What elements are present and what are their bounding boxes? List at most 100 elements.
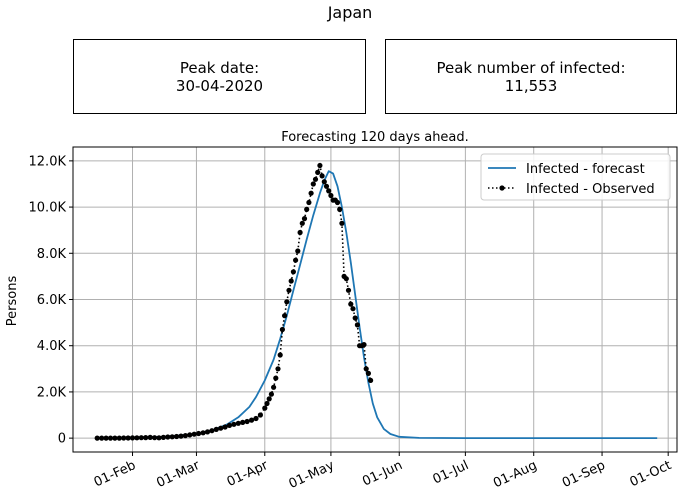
observed-point (116, 435, 122, 441)
observed-point (301, 216, 308, 222)
observed-point (279, 326, 285, 333)
observed-point (328, 192, 334, 199)
axes: 01-Feb 01-Mar 01-Apr 01-May 01-Jun 01-Jul 01-A… (29, 154, 674, 492)
observed-point (169, 434, 175, 440)
observed-point (143, 435, 149, 441)
observed-point (178, 433, 184, 439)
series-layer (94, 162, 658, 441)
observed-point (204, 429, 211, 435)
observed-point (240, 419, 246, 425)
observed-point (337, 206, 343, 212)
peak-infected-box: Peak number of infected: 11,553 (385, 39, 677, 114)
x-tick-label: 01-Aug (491, 458, 539, 491)
y-tick-label: 10.0K (29, 201, 67, 216)
observed-point (350, 306, 356, 312)
observed-point (152, 435, 158, 441)
observed-point (165, 434, 171, 440)
x-tick-label: 01-Sep (560, 458, 608, 491)
observed-point (134, 435, 140, 441)
observed-point (334, 199, 341, 206)
x-tick-label: 01-Jul (431, 458, 471, 488)
observed-point (94, 435, 100, 441)
observed-point (271, 384, 277, 390)
observed-point (249, 417, 255, 423)
legend: Infected - forecast Infected - Observed (480, 153, 671, 201)
x-tick-label: 01-Apr (225, 458, 271, 490)
observed-point (323, 183, 330, 189)
y-tick-label: 6.0K (37, 293, 67, 308)
grid-lines (73, 147, 677, 452)
observed-line (97, 162, 372, 439)
observed-point (365, 370, 371, 376)
peak-date-label: Peak date: (179, 58, 260, 77)
observed-point (312, 176, 319, 182)
observed-point (160, 434, 166, 440)
observed-point (352, 315, 358, 321)
observed-point (187, 432, 193, 438)
legend-forecast-label: Infected - forecast (526, 162, 645, 177)
observed-point (121, 435, 127, 441)
observed-point (147, 434, 153, 440)
observed-point (363, 366, 369, 372)
legend-observed-marker (499, 185, 505, 191)
observed-point (209, 428, 215, 434)
legend-observed-label: Infected - Observed (526, 182, 655, 197)
observed-point (361, 342, 367, 348)
chart-title: Forecasting 120 days ahead. (281, 130, 469, 145)
observed-point (125, 435, 131, 441)
observed-point (315, 169, 321, 175)
observed-point (299, 220, 305, 226)
observed-point (282, 313, 288, 319)
observed-point (107, 435, 114, 441)
observed-point (293, 257, 299, 263)
observed-point (112, 435, 118, 441)
observed-point (264, 400, 270, 407)
observed-point (262, 405, 268, 411)
y-tick-label: 0 (58, 432, 66, 447)
y-axis-label: Persons (5, 276, 20, 327)
observed-point (286, 287, 292, 293)
observed-point (226, 422, 233, 428)
observed-point (182, 433, 188, 439)
peak-date-box: Peak date: 30-04-2020 (73, 39, 366, 114)
observed-point (295, 248, 301, 254)
observed-point (317, 162, 323, 169)
observed-point (257, 412, 263, 418)
observed-point (231, 421, 237, 427)
observed-point (156, 435, 162, 441)
observed-point (343, 276, 349, 282)
observed-point (268, 391, 274, 397)
observed-point (222, 424, 228, 430)
observed-point (339, 220, 345, 226)
observed-point (288, 278, 294, 284)
observed-point (368, 377, 374, 383)
observed-point (244, 418, 250, 425)
observed-point (103, 435, 109, 441)
observed-point (321, 179, 327, 185)
observed-point (253, 415, 259, 422)
y-tick-label: 4.0K (37, 339, 67, 354)
peak-date-value: 30-04-2020 (175, 76, 264, 95)
y-tick-label: 2.0K (37, 385, 67, 400)
peak-infected-label: Peak number of infected: (436, 58, 626, 77)
observed-point (308, 190, 314, 196)
observed-point (306, 199, 312, 206)
y-tick-label: 8.0K (37, 247, 67, 262)
observed-point (277, 352, 283, 358)
observed-point (196, 430, 202, 437)
observed-point (345, 287, 352, 293)
peak-infected-value: 11,553 (504, 76, 558, 95)
figure-title: Japan (327, 3, 373, 22)
observed-point (213, 426, 219, 432)
observed-point (354, 322, 360, 328)
observed-point (200, 430, 206, 436)
observed-point (129, 435, 136, 441)
y-tick-label: 12.0K (29, 154, 67, 169)
x-tick-label: 01-Feb (92, 458, 138, 490)
x-tick-label: 01-Oct (628, 458, 674, 490)
observed-point (275, 366, 281, 372)
x-tick-label: 01-Jun (360, 458, 405, 489)
forecast-line (97, 170, 658, 440)
observed-point (319, 173, 325, 179)
